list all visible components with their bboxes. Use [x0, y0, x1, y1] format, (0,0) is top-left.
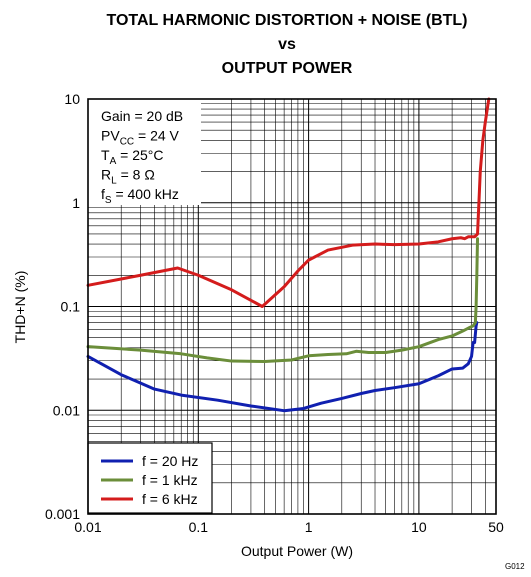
x-tick-label: 50 — [488, 519, 504, 535]
x-tick-label: 0.1 — [189, 519, 209, 535]
condition-line: Gain = 20 dB — [101, 108, 183, 124]
legend-items: f = 20 Hz f = 1 kHz f = 6 kHz — [101, 453, 198, 507]
legend-label: f = 1 kHz — [142, 472, 198, 488]
y-tick-label: 10 — [64, 91, 80, 107]
x-tick-label: 0.01 — [74, 519, 101, 535]
chart-title-line-2: vs — [278, 36, 296, 53]
series-line — [86, 237, 480, 364]
y-tick-label: 0.1 — [61, 299, 81, 315]
legend-label: f = 20 Hz — [142, 453, 198, 469]
figure-code: G012 — [505, 562, 525, 571]
y-tick-label: 0.001 — [45, 506, 80, 522]
series-line — [86, 321, 479, 413]
series-line — [86, 97, 491, 308]
legend-label: f = 6 kHz — [142, 491, 198, 507]
x-tick-label: 1 — [305, 519, 313, 535]
conditions-box — [88, 99, 201, 205]
condition-line: fS = 400 kHz — [101, 186, 179, 206]
chart-title-line-3: OUTPUT POWER — [222, 60, 353, 77]
plot-frame — [87, 98, 497, 515]
y-axis-label: THD+N (%) — [12, 271, 28, 344]
y-tick-label: 1 — [72, 195, 80, 211]
series-lines — [86, 97, 491, 413]
x-axis-label: Output Power (W) — [241, 543, 353, 559]
condition-line: PVCC = 24 V — [101, 128, 180, 148]
condition-line: TA = 25°C — [101, 147, 163, 167]
legend — [87, 442, 213, 514]
y-tick-label: 0.01 — [53, 402, 80, 418]
chart-title-line-1: TOTAL HARMONIC DISTORTION + NOISE (BTL) — [106, 12, 467, 29]
condition-line: RL = 8 Ω — [101, 167, 155, 187]
x-tick-label: 10 — [411, 519, 427, 535]
conditions-text: Gain = 20 dB PVCC = 24 VTA = 25°CRL = 8 Ω… — [101, 108, 183, 206]
